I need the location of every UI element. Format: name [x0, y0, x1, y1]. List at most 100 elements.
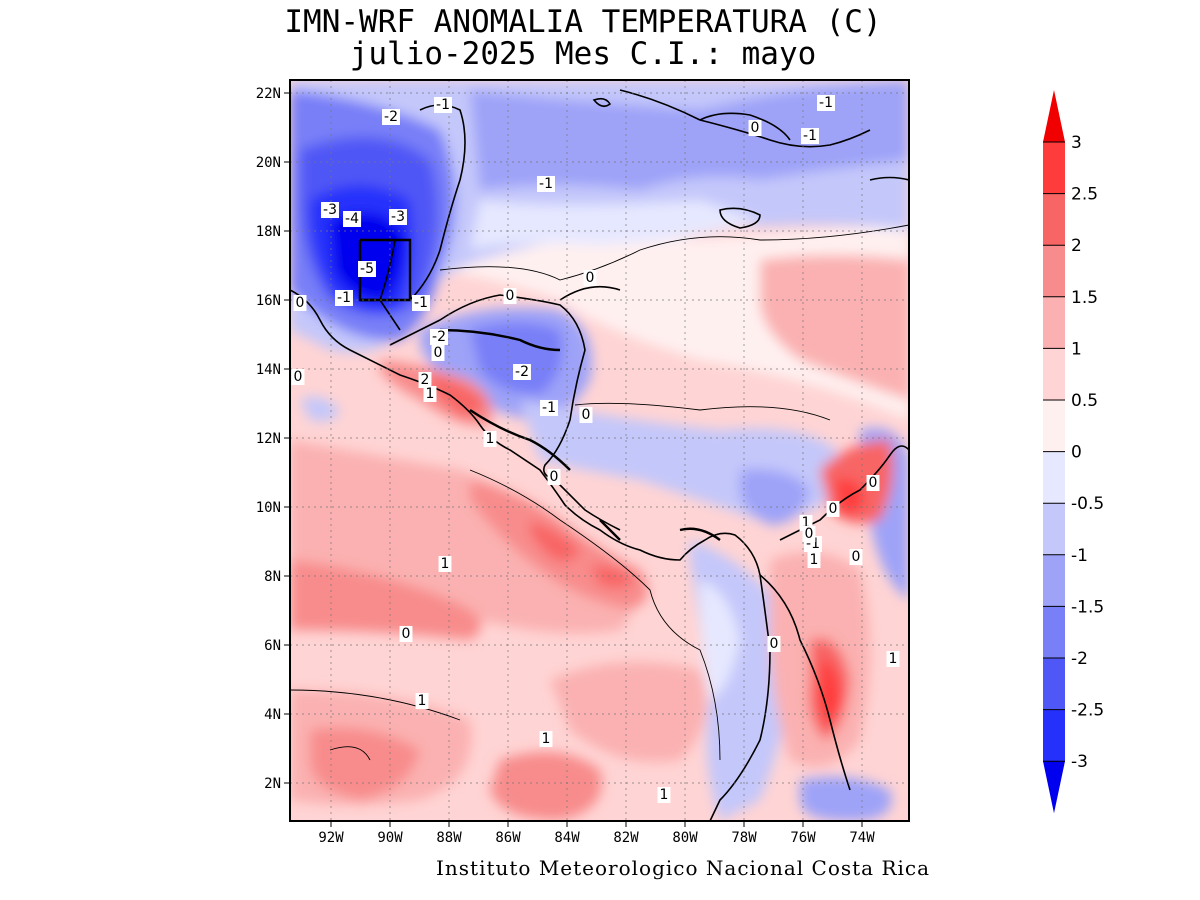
- contour-label: 1: [810, 552, 819, 568]
- colorbar-bin: [1043, 296, 1065, 349]
- colorbar-label: -3: [1071, 752, 1088, 772]
- map-subtitle: julio-2025 Mes C.I.: mayo: [349, 36, 817, 72]
- colorbar-label: -2.5: [1071, 701, 1104, 721]
- contour-label: -1: [539, 176, 553, 192]
- contour-label: -2: [432, 329, 446, 345]
- lat-tick-label: 12N: [256, 431, 281, 447]
- colorbar-label: 2: [1071, 236, 1082, 256]
- colorbar-label: -0.5: [1071, 494, 1104, 514]
- colorbar-bin: [1043, 503, 1065, 555]
- contour-label: 0: [829, 501, 838, 517]
- contour-label: -1: [414, 295, 428, 311]
- contour-label: 1: [486, 431, 495, 447]
- colorbar-bin: [1043, 193, 1065, 246]
- contour-label-bg: [886, 651, 900, 667]
- contour-label-bg: [430, 329, 448, 345]
- contour-label: 1: [889, 651, 898, 667]
- contour-label-bg: [389, 209, 407, 225]
- contour-label: -3: [391, 209, 405, 225]
- colorbar-label: 1: [1071, 339, 1082, 359]
- contour-label-bg: [335, 290, 353, 306]
- colorbar-bin: [1043, 348, 1065, 400]
- contour-label-bg: [583, 270, 597, 286]
- colorbar: 3 2.5 2 1.5 1 0.5 0 -0.5 -1 -1.5 -2 -2.5 -3: [1043, 90, 1104, 814]
- contour-labels: -1-2-1-10 -1-3-4 -3-50 -1 -1 00-200 -221-1 010 0…: [291, 95, 900, 803]
- contour-label: 0: [550, 469, 559, 485]
- colorbar-bin: [1043, 554, 1065, 607]
- lon-tick-label: 86W: [495, 830, 521, 846]
- lat-tick-label: 4N: [264, 707, 281, 723]
- contour-label-bg: [826, 501, 840, 517]
- contour-label: -2: [384, 109, 398, 125]
- contour-label: 1: [802, 515, 811, 531]
- colorbar-bin: [1043, 142, 1065, 194]
- latitude-axis: 22N 20N 18N 16N 14N 12N 10N 8N 6N 4N 2N: [256, 86, 290, 792]
- colorbar-bin: [1043, 606, 1065, 658]
- contour-label: -1: [803, 128, 817, 144]
- contour-label-bg: [399, 626, 413, 642]
- colorbar-label: 0.5: [1071, 391, 1098, 411]
- colorbar-bin: [1043, 709, 1065, 762]
- lat-tick-label: 20N: [256, 155, 281, 171]
- contour-label-bg: [412, 295, 430, 311]
- colorbar-label: -2: [1071, 649, 1088, 669]
- contour-label-bg: [321, 202, 339, 218]
- contour-label: 0: [296, 295, 305, 311]
- contour-label-bg: [748, 120, 762, 136]
- contour-label-bg: [415, 693, 429, 709]
- contour-label-bg: [579, 407, 593, 423]
- contour-label-bg: [849, 549, 863, 565]
- contour-label: 0: [434, 345, 443, 361]
- contour-label-bg: [807, 552, 821, 568]
- contour-label-bg: [293, 295, 307, 311]
- colorbar-min-arrow: [1043, 761, 1065, 814]
- contour-label: 0: [506, 288, 515, 304]
- colorbar-label: 1.5: [1071, 288, 1098, 308]
- contour-label-bg: [418, 372, 432, 388]
- footer-credit: Instituto Meteorologico Nacional Costa R…: [436, 856, 931, 880]
- contour-label: 0: [294, 369, 303, 385]
- contour-label-bg: [513, 364, 531, 380]
- lat-tick-label: 22N: [256, 86, 281, 102]
- graticule: [290, 80, 909, 821]
- contour-label: 2: [421, 372, 430, 388]
- lat-tick-label: 2N: [264, 776, 281, 792]
- anomaly-field: -1-2-1-10 -1-3-4 -3-50 -1 -1 00-200 -221-1 010 0…: [290, 80, 909, 821]
- contour-label-bg: [817, 95, 835, 111]
- contour-label-bg: [657, 787, 671, 803]
- lat-tick-label: 6N: [264, 638, 281, 654]
- contour-label: -1: [436, 97, 450, 113]
- lon-tick-label: 78W: [731, 830, 757, 846]
- contour-lines: [290, 224, 909, 761]
- colorbar-label: -1: [1071, 546, 1088, 566]
- lon-tick-label: 76W: [790, 830, 816, 846]
- contour-label: -1: [337, 290, 351, 306]
- lon-tick-label: 82W: [613, 830, 639, 846]
- contour-label-bg: [291, 369, 305, 385]
- lat-tick-label: 16N: [256, 293, 281, 309]
- contour-label: 0: [751, 120, 760, 136]
- contour-label: -3: [323, 202, 337, 218]
- contour-label-bg: [382, 109, 400, 125]
- contour-label-bg: [431, 345, 445, 361]
- contour-label-bg: [503, 288, 517, 304]
- lat-tick-label: 14N: [256, 362, 281, 378]
- contour-label: -4: [345, 211, 359, 227]
- lon-tick-label: 88W: [436, 830, 462, 846]
- contour-label-bg: [438, 556, 452, 572]
- contour-label-bg: [540, 400, 558, 416]
- contour-label: 0: [805, 526, 814, 542]
- contour-label: 0: [586, 270, 595, 286]
- contour-label: -5: [360, 261, 374, 277]
- colorbar-label: 2.5: [1071, 185, 1098, 205]
- lon-tick-label: 84W: [554, 830, 580, 846]
- contour-label: 1: [441, 556, 450, 572]
- colorbar-label: -1.5: [1071, 597, 1104, 617]
- colorbar-label: 3: [1071, 133, 1082, 153]
- contour-label: -2: [515, 364, 529, 380]
- contour-label-bg: [866, 475, 880, 491]
- contour-label: 1: [426, 386, 435, 402]
- contour-label-bg: [767, 636, 781, 652]
- country-borders: [358, 238, 721, 541]
